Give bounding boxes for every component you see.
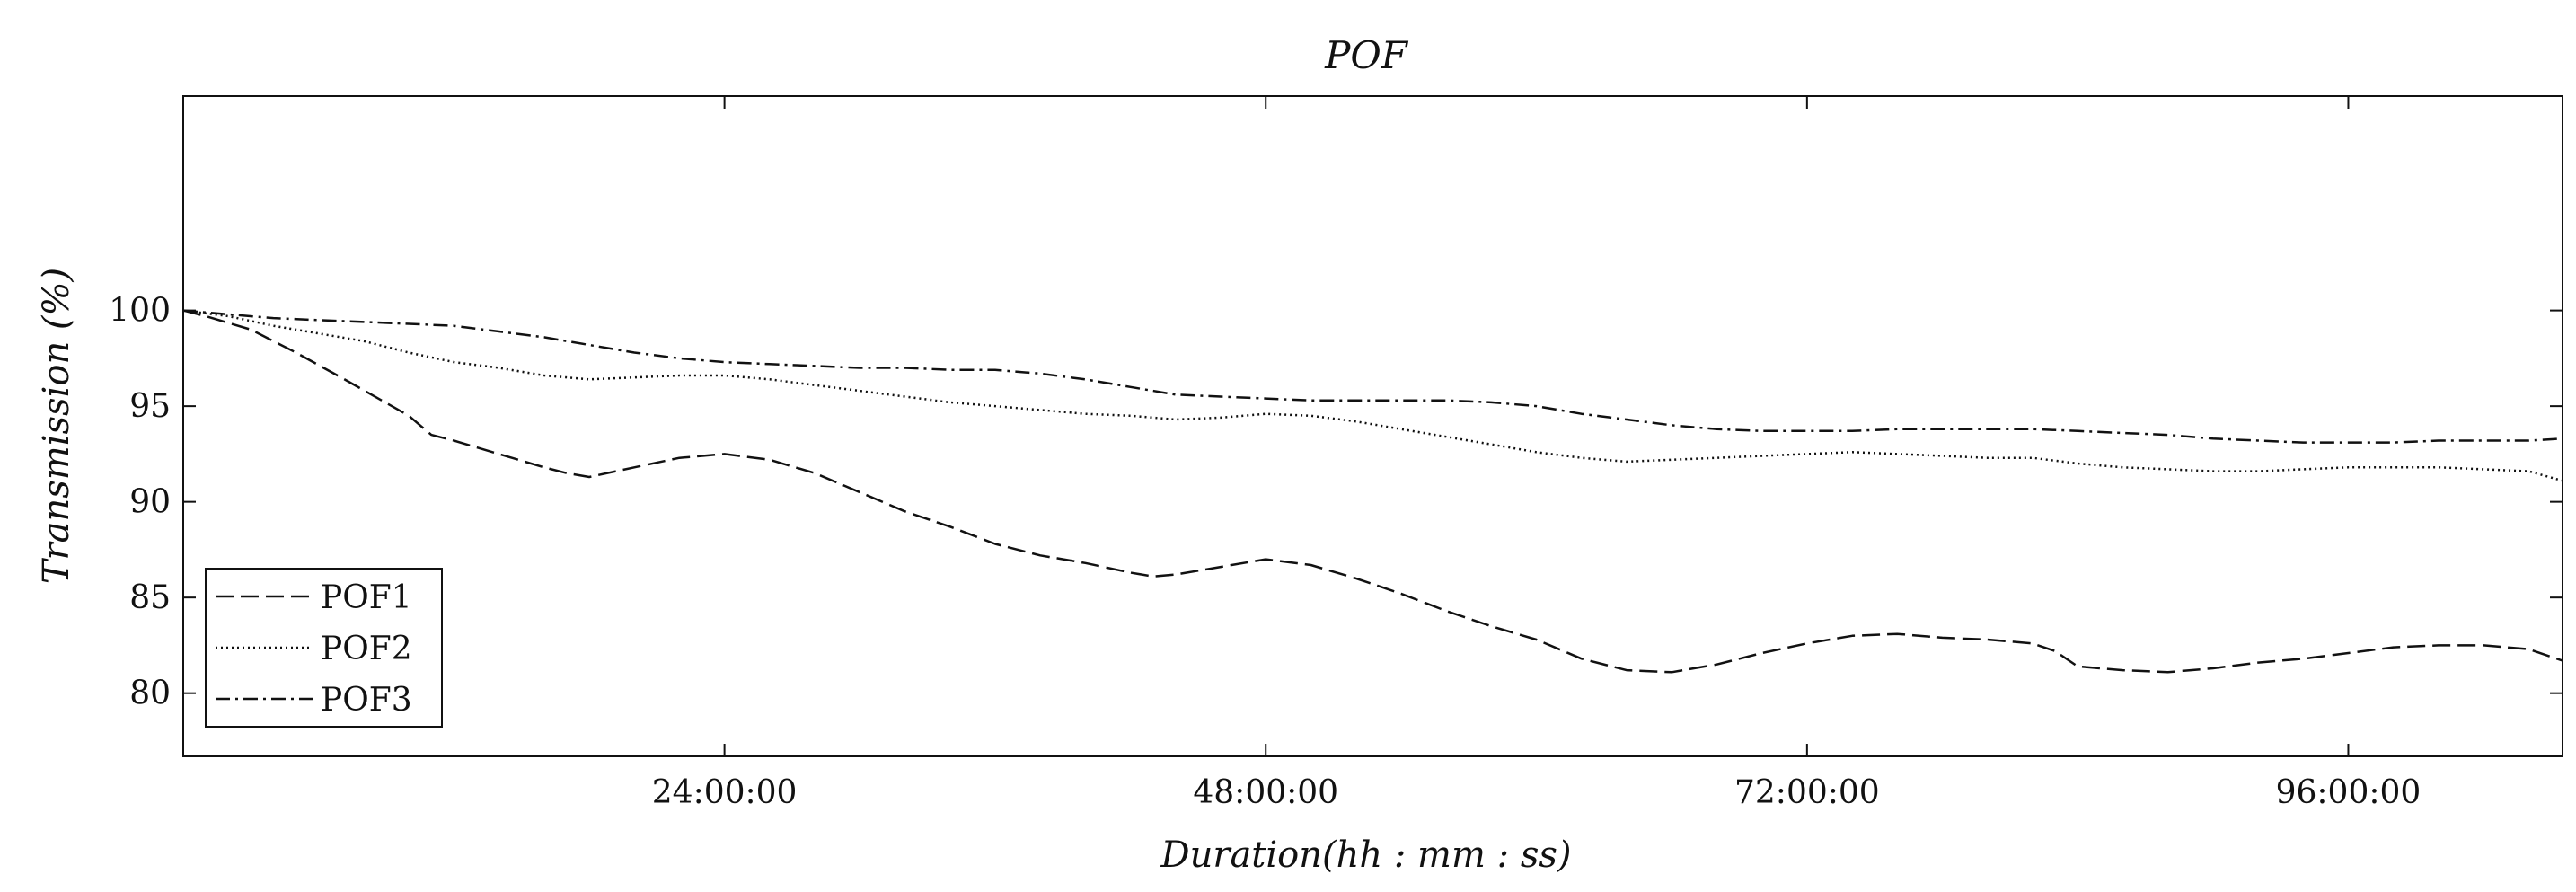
y-tick-label: 85 <box>129 579 171 616</box>
legend-label-pof2: POF2 <box>321 631 412 667</box>
x-axis-title: Duration(hh : mm : ss) <box>1160 835 1572 876</box>
x-axis: 24:00:00 48:00:00 72:00:00 96:00:00 <box>652 96 2422 811</box>
legend: POF1 POF2 POF3 <box>205 568 443 728</box>
y-tick-label: 90 <box>129 484 171 521</box>
series-line-pof2 <box>182 309 2563 482</box>
y-axis-title: Transmission (%) <box>36 268 77 584</box>
y-axis: 80 85 90 95 100 <box>109 293 2563 712</box>
series-line-pof1 <box>182 309 2563 674</box>
legend-label-pof1: POF1 <box>321 579 412 616</box>
y-tick-label: 80 <box>129 676 171 712</box>
legend-box <box>205 568 443 728</box>
series-layer <box>182 309 2563 674</box>
y-tick-label: 95 <box>129 388 171 425</box>
x-tick-label: 48:00:00 <box>1193 774 1338 811</box>
series-line-pof3 <box>182 309 2563 444</box>
x-tick-label: 96:00:00 <box>2276 774 2422 811</box>
chart-title: POF <box>1324 33 1409 77</box>
y-tick-label: 100 <box>109 293 171 330</box>
plot-frame <box>182 95 2563 757</box>
x-tick-label: 24:00:00 <box>652 774 798 811</box>
x-tick-label: 72:00:00 <box>1734 774 1880 811</box>
legend-label-pof3: POF3 <box>321 682 412 719</box>
